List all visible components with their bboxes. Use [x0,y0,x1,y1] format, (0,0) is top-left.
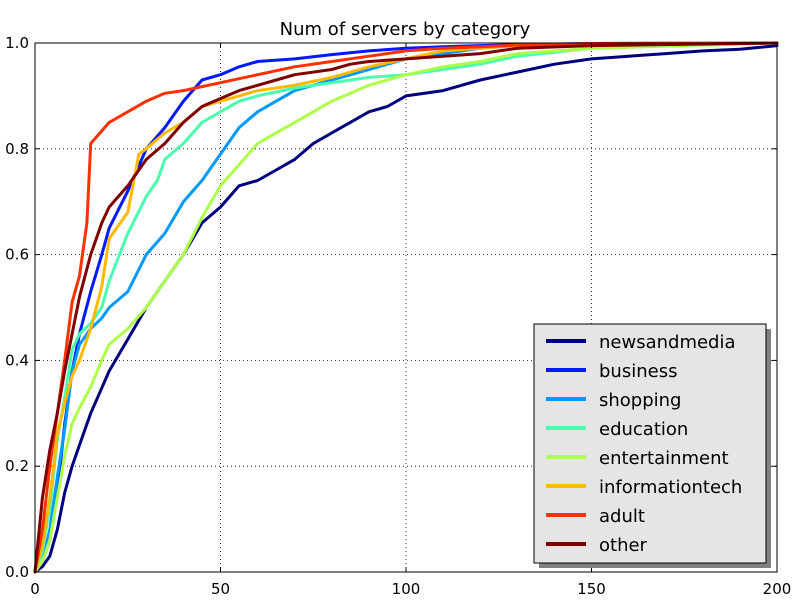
legend-label-informationtech: informationtech [599,477,742,498]
series-layer [33,41,779,574]
series-line-adult [33,41,779,574]
series-line-entertainment [33,41,779,574]
legend-label-adult: adult [599,506,645,527]
legend-label-education: education [599,419,688,440]
y-tick-label: 0.4 [5,351,29,369]
series-line-informationtech [33,41,779,574]
x-tick-label: 0 [30,580,40,598]
legend-label-shopping: shopping [599,390,682,411]
y-tick-labels: 0.0 0.2 0.4 0.6 0.8 1.0 [5,34,29,581]
x-tick-label: 100 [392,580,421,598]
y-tick-label: 0.0 [5,563,29,581]
y-tick-label: 1.0 [5,34,29,52]
y-tick-label: 0.2 [5,457,29,475]
chart-title: Num of servers by category [280,19,531,40]
legend-items: newsandmedia business shopping education ent… [546,332,742,556]
x-tick-label: 150 [577,580,606,598]
series-line-newsandmedia [33,44,779,574]
legend-box [533,323,767,564]
series-line-other [33,41,779,574]
legend-label-other: other [599,535,648,556]
legend: newsandmedia business shopping education ent… [533,323,771,568]
legend-label-business: business [599,361,677,382]
y-tick-label: 0.8 [5,140,29,158]
axis-ticks [34,42,778,573]
x-tick-label: 50 [211,580,230,598]
y-tick-label: 0.6 [5,246,29,264]
x-tick-labels: 0 50 100 150 200 [30,580,791,598]
legend-label-entertainment: entertainment [599,448,729,469]
legend-label-newsandmedia: newsandmedia [599,332,736,353]
x-tick-label: 200 [763,580,792,598]
